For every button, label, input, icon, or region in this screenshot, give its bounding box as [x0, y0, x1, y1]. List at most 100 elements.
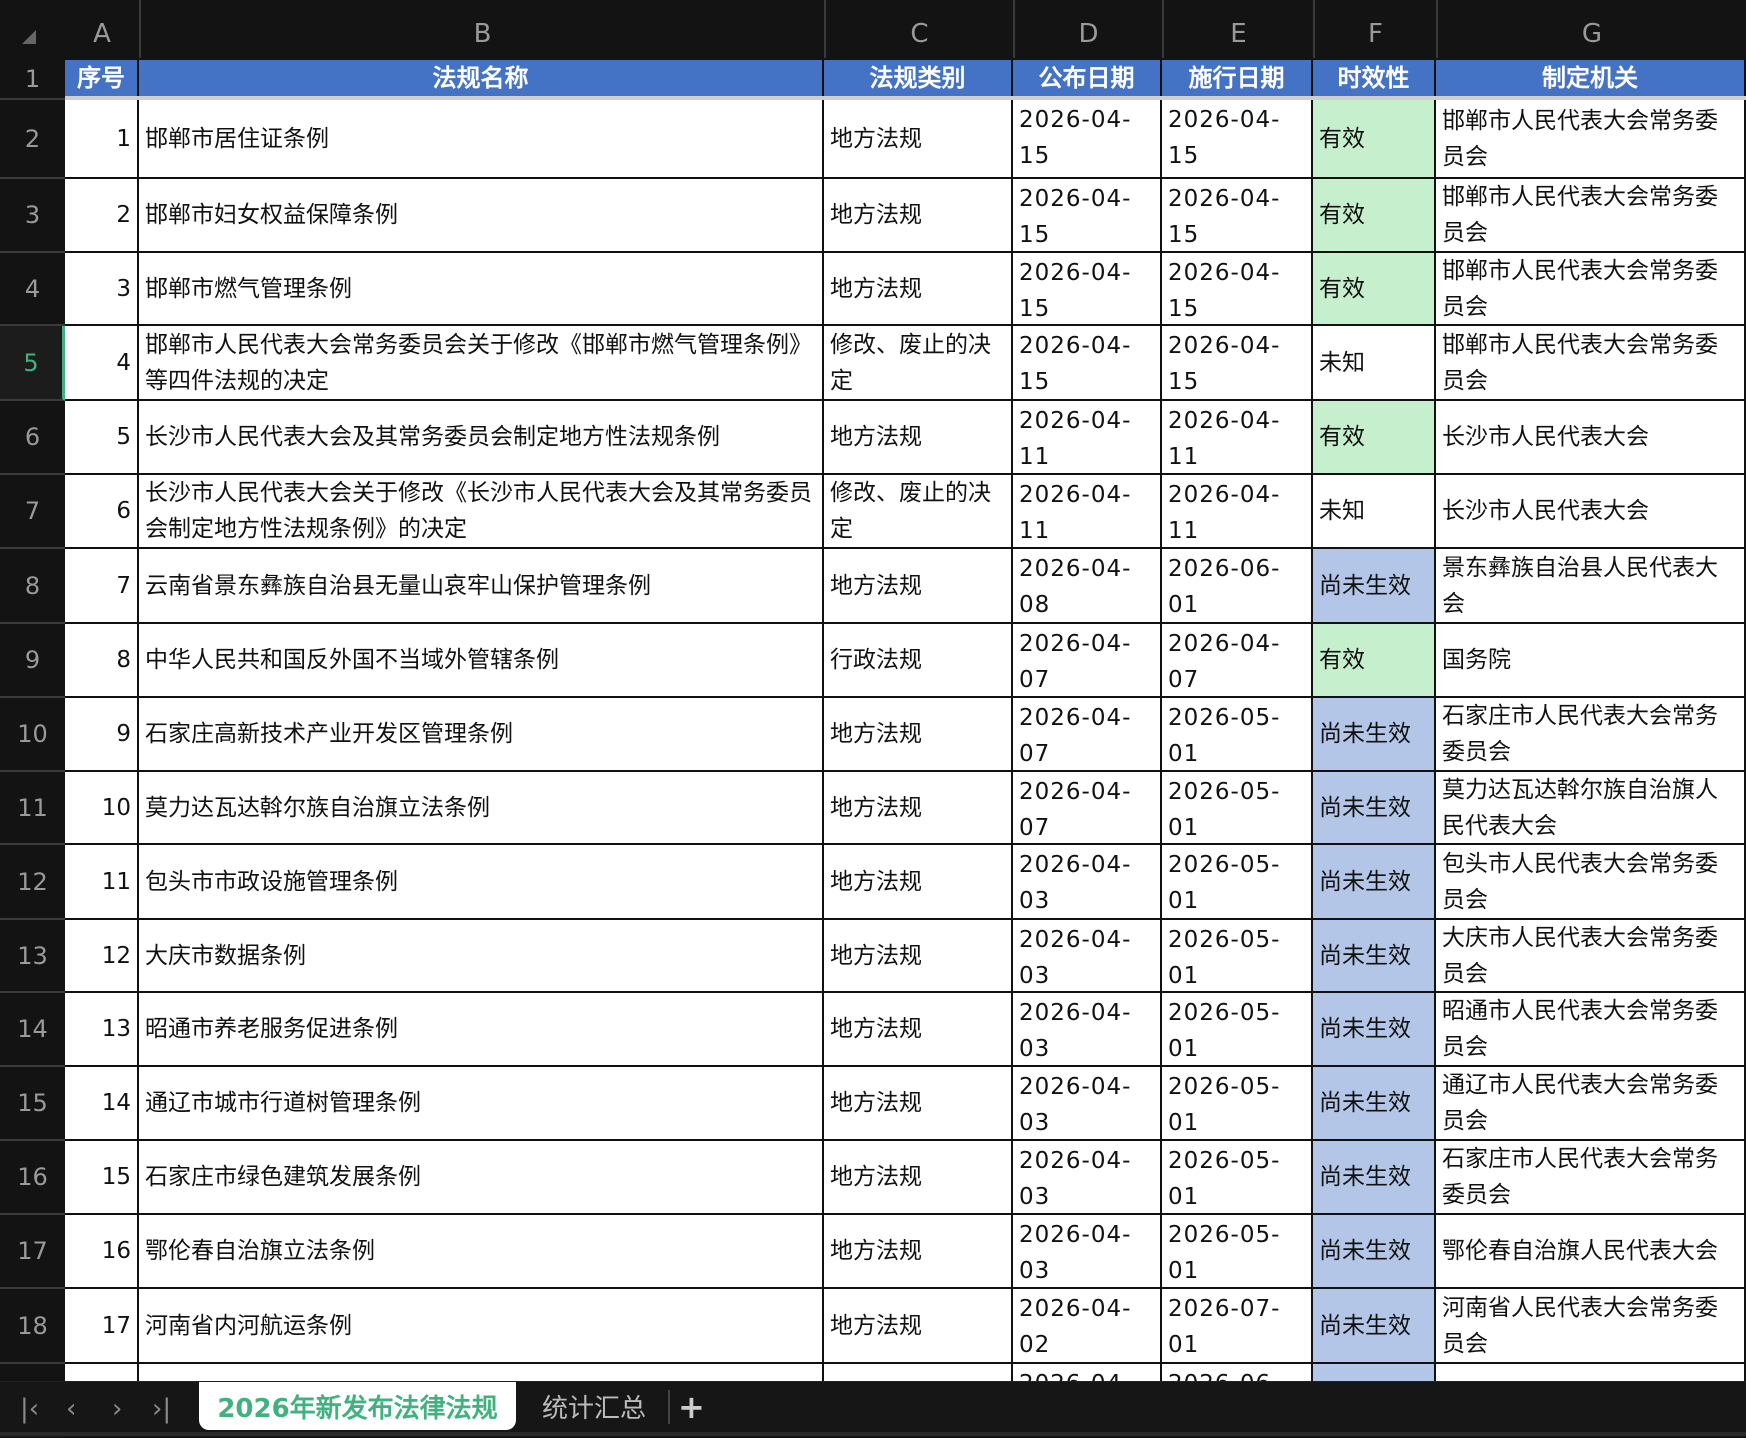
cell-name[interactable]: 云南省景东彝族自治县无量山哀牢山保护管理条例 — [139, 549, 824, 624]
cell-org[interactable]: 通辽市人民代表大会常务委员会 — [1436, 1067, 1746, 1141]
cell-status[interactable]: 有效 — [1313, 401, 1436, 475]
cell-type[interactable]: 地方法规 — [824, 1289, 1013, 1364]
cell-no[interactable]: 10 — [65, 772, 139, 845]
cell-type[interactable]: 地方法规 — [824, 401, 1013, 475]
cell-eff[interactable]: 2026-04- 15 — [1162, 326, 1313, 401]
cell-org[interactable]: 鄂伦春自治旗人民代表大会 — [1436, 1215, 1746, 1289]
cell-eff[interactable]: 2026-05- 01 — [1162, 993, 1313, 1067]
cell-eff[interactable]: 2026-04- 11 — [1162, 401, 1313, 475]
cell-no[interactable]: 1 — [65, 100, 139, 179]
cell-org[interactable]: 邯郸市人民代表大会常务委员会 — [1436, 253, 1746, 326]
column-header-e[interactable]: E — [1162, 0, 1313, 58]
column-header-d[interactable]: D — [1013, 0, 1162, 58]
cell-no[interactable]: 5 — [65, 401, 139, 475]
cell-no[interactable]: 13 — [65, 993, 139, 1067]
cell-status[interactable]: 尚未生效 — [1313, 1067, 1436, 1141]
cell-pub[interactable]: 2026-04- 03 — [1013, 1141, 1162, 1215]
cell-no[interactable]: 14 — [65, 1067, 139, 1141]
cell-org[interactable]: 邯郸市人民代表大会常务委员会 — [1436, 100, 1746, 179]
cell-pub[interactable]: 2026-04- 03 — [1013, 993, 1162, 1067]
row-header[interactable]: 1 — [0, 60, 65, 100]
cell-pub[interactable]: 2026-04- 15 — [1013, 253, 1162, 326]
header-cell-name[interactable]: 法规名称 — [139, 60, 824, 96]
cell-type[interactable]: 地方法规 — [824, 1215, 1013, 1289]
cell-status[interactable]: 尚未生效 — [1313, 1289, 1436, 1364]
cell-no[interactable]: 15 — [65, 1141, 139, 1215]
header-cell-status[interactable]: 时效性 — [1313, 60, 1436, 96]
row-header[interactable]: 13 — [0, 920, 65, 993]
cell-status[interactable]: 尚未生效 — [1313, 549, 1436, 624]
cell-status[interactable]: 尚未生效 — [1313, 920, 1436, 993]
row-header[interactable]: 8 — [0, 549, 65, 624]
cell-name[interactable]: 长沙市人民代表大会关于修改《长沙市人民代表大会及其常务委员会制定地方性法规条例》… — [139, 475, 824, 549]
cell-no[interactable]: 8 — [65, 624, 139, 698]
cell-status[interactable]: 未知 — [1313, 475, 1436, 549]
cell-type[interactable]: 地方法规 — [824, 698, 1013, 772]
cell-pub[interactable]: 2026-04- 03 — [1013, 920, 1162, 993]
row-header[interactable]: 6 — [0, 401, 65, 475]
cell-eff[interactable]: 2026-06- 01 — [1162, 549, 1313, 624]
cell-status[interactable]: 有效 — [1313, 253, 1436, 326]
cell-status[interactable]: 未知 — [1313, 326, 1436, 401]
cell-name[interactable]: 通辽市城市行道树管理条例 — [139, 1067, 824, 1141]
column-header-f[interactable]: F — [1313, 0, 1436, 58]
cell-no[interactable]: 7 — [65, 549, 139, 624]
cell-pub[interactable]: 2026-04- 07 — [1013, 698, 1162, 772]
header-cell-eff[interactable]: 施行日期 — [1162, 60, 1313, 96]
row-header[interactable]: 10 — [0, 698, 65, 772]
row-header[interactable]: 2 — [0, 100, 65, 179]
cell-pub[interactable]: 2026-04- 07 — [1013, 624, 1162, 698]
row-header[interactable]: 17 — [0, 1215, 65, 1289]
cell-no[interactable]: 12 — [65, 920, 139, 993]
cell-org[interactable]: 长沙市人民代表大会 — [1436, 475, 1746, 549]
cell-no[interactable]: 16 — [65, 1215, 139, 1289]
cell-pub[interactable]: 2026-04- 15 — [1013, 179, 1162, 253]
cell-org[interactable]: 邯郸市人民代表大会常务委员会 — [1436, 179, 1746, 253]
cell-eff[interactable]: 2026-04- 11 — [1162, 475, 1313, 549]
row-header[interactable]: 18 — [0, 1289, 65, 1364]
cell-type[interactable]: 地方法规 — [824, 845, 1013, 920]
cell-pub[interactable]: 2026-04- 08 — [1013, 549, 1162, 624]
cell-eff[interactable]: 2026-05- 01 — [1162, 1141, 1313, 1215]
row-header[interactable]: 7 — [0, 475, 65, 549]
cell-eff[interactable]: 2026-04- 07 — [1162, 624, 1313, 698]
last-sheet-icon[interactable]: ›| — [152, 1394, 172, 1424]
cell-no[interactable]: 17 — [65, 1289, 139, 1364]
cell-type[interactable]: 地方法规 — [824, 1141, 1013, 1215]
cell-name[interactable]: 莫力达瓦达斡尔族自治旗立法条例 — [139, 772, 824, 845]
next-sheet-icon[interactable]: › — [112, 1394, 123, 1424]
cell-name[interactable]: 邯郸市人民代表大会常务委员会关于修改《邯郸市燃气管理条例》等四件法规的决定 — [139, 326, 824, 401]
cell-eff[interactable]: 2026-04- 15 — [1162, 179, 1313, 253]
tab-2026-new-laws[interactable]: 2026年新发布法律法规 — [199, 1382, 516, 1430]
cell-org[interactable]: 大庆市人民代表大会常务委员会 — [1436, 920, 1746, 993]
cell-eff[interactable]: 2026-04- 15 — [1162, 100, 1313, 179]
header-cell-no[interactable]: 序号 — [65, 60, 139, 96]
cell-type[interactable]: 地方法规 — [824, 549, 1013, 624]
cell-org[interactable]: 莫力达瓦达斡尔族自治旗人民代表大会 — [1436, 772, 1746, 845]
cell-pub[interactable]: 2026-04- 02 — [1013, 1289, 1162, 1364]
cell-no[interactable]: 2 — [65, 179, 139, 253]
cell-eff[interactable]: 2026-05- 01 — [1162, 1215, 1313, 1289]
cell-status[interactable]: 有效 — [1313, 179, 1436, 253]
cell-status[interactable]: 有效 — [1313, 624, 1436, 698]
cell-status[interactable]: 尚未生效 — [1313, 845, 1436, 920]
cell-status[interactable]: 尚未生效 — [1313, 993, 1436, 1067]
cell-type[interactable]: 地方法规 — [824, 920, 1013, 993]
cell-status[interactable]: 尚未生效 — [1313, 1141, 1436, 1215]
cell-name[interactable]: 长沙市人民代表大会及其常务委员会制定地方性法规条例 — [139, 401, 824, 475]
column-header-c[interactable]: C — [824, 0, 1013, 58]
cell-no[interactable]: 11 — [65, 845, 139, 920]
select-all-corner[interactable] — [22, 30, 36, 44]
cell-pub[interactable]: 2026-04- 15 — [1013, 100, 1162, 179]
cell-type[interactable]: 修改、废止的决定 — [824, 475, 1013, 549]
cell-org[interactable]: 石家庄市人民代表大会常务委员会 — [1436, 698, 1746, 772]
cell-status[interactable]: 尚未生效 — [1313, 698, 1436, 772]
cell-type[interactable]: 地方法规 — [824, 100, 1013, 179]
column-header-b[interactable]: B — [139, 0, 824, 58]
cell-pub[interactable]: 2026-04- 03 — [1013, 1215, 1162, 1289]
tab-statistics-summary[interactable]: 统计汇总 — [541, 1393, 646, 1424]
cell-org[interactable]: 邯郸市人民代表大会常务委员会 — [1436, 326, 1746, 401]
cell-type[interactable]: 行政法规 — [824, 624, 1013, 698]
cell-name[interactable]: 包头市市政设施管理条例 — [139, 845, 824, 920]
cell-org[interactable]: 石家庄市人民代表大会常务委员会 — [1436, 1141, 1746, 1215]
